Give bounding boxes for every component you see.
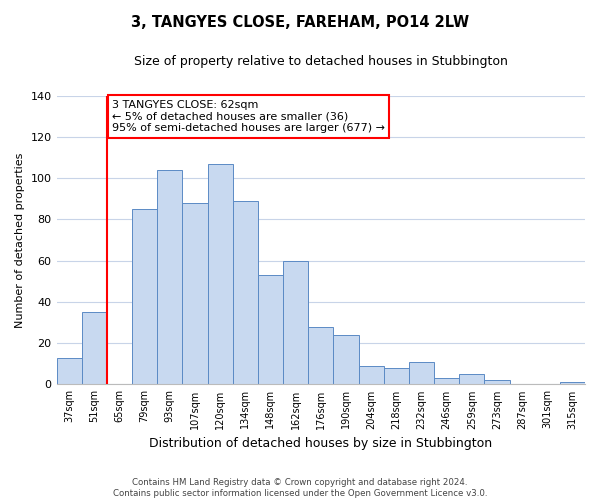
Bar — [182, 203, 208, 384]
Bar — [157, 170, 182, 384]
Text: 3 TANGYES CLOSE: 62sqm
← 5% of detached houses are smaller (36)
95% of semi-deta: 3 TANGYES CLOSE: 62sqm ← 5% of detached … — [112, 100, 385, 133]
Bar — [459, 374, 484, 384]
X-axis label: Distribution of detached houses by size in Stubbington: Distribution of detached houses by size … — [149, 437, 493, 450]
Bar — [409, 362, 434, 384]
Title: Size of property relative to detached houses in Stubbington: Size of property relative to detached ho… — [134, 55, 508, 68]
Bar — [560, 382, 585, 384]
Bar — [434, 378, 459, 384]
Bar — [132, 209, 157, 384]
Bar — [383, 368, 409, 384]
Bar — [283, 260, 308, 384]
Bar — [484, 380, 509, 384]
Bar — [334, 335, 359, 384]
Bar — [208, 164, 233, 384]
Text: Contains HM Land Registry data © Crown copyright and database right 2024.
Contai: Contains HM Land Registry data © Crown c… — [113, 478, 487, 498]
Bar — [258, 275, 283, 384]
Bar — [359, 366, 383, 384]
Bar — [308, 326, 334, 384]
Bar — [82, 312, 107, 384]
Text: 3, TANGYES CLOSE, FAREHAM, PO14 2LW: 3, TANGYES CLOSE, FAREHAM, PO14 2LW — [131, 15, 469, 30]
Bar — [233, 201, 258, 384]
Bar — [56, 358, 82, 384]
Y-axis label: Number of detached properties: Number of detached properties — [15, 152, 25, 328]
